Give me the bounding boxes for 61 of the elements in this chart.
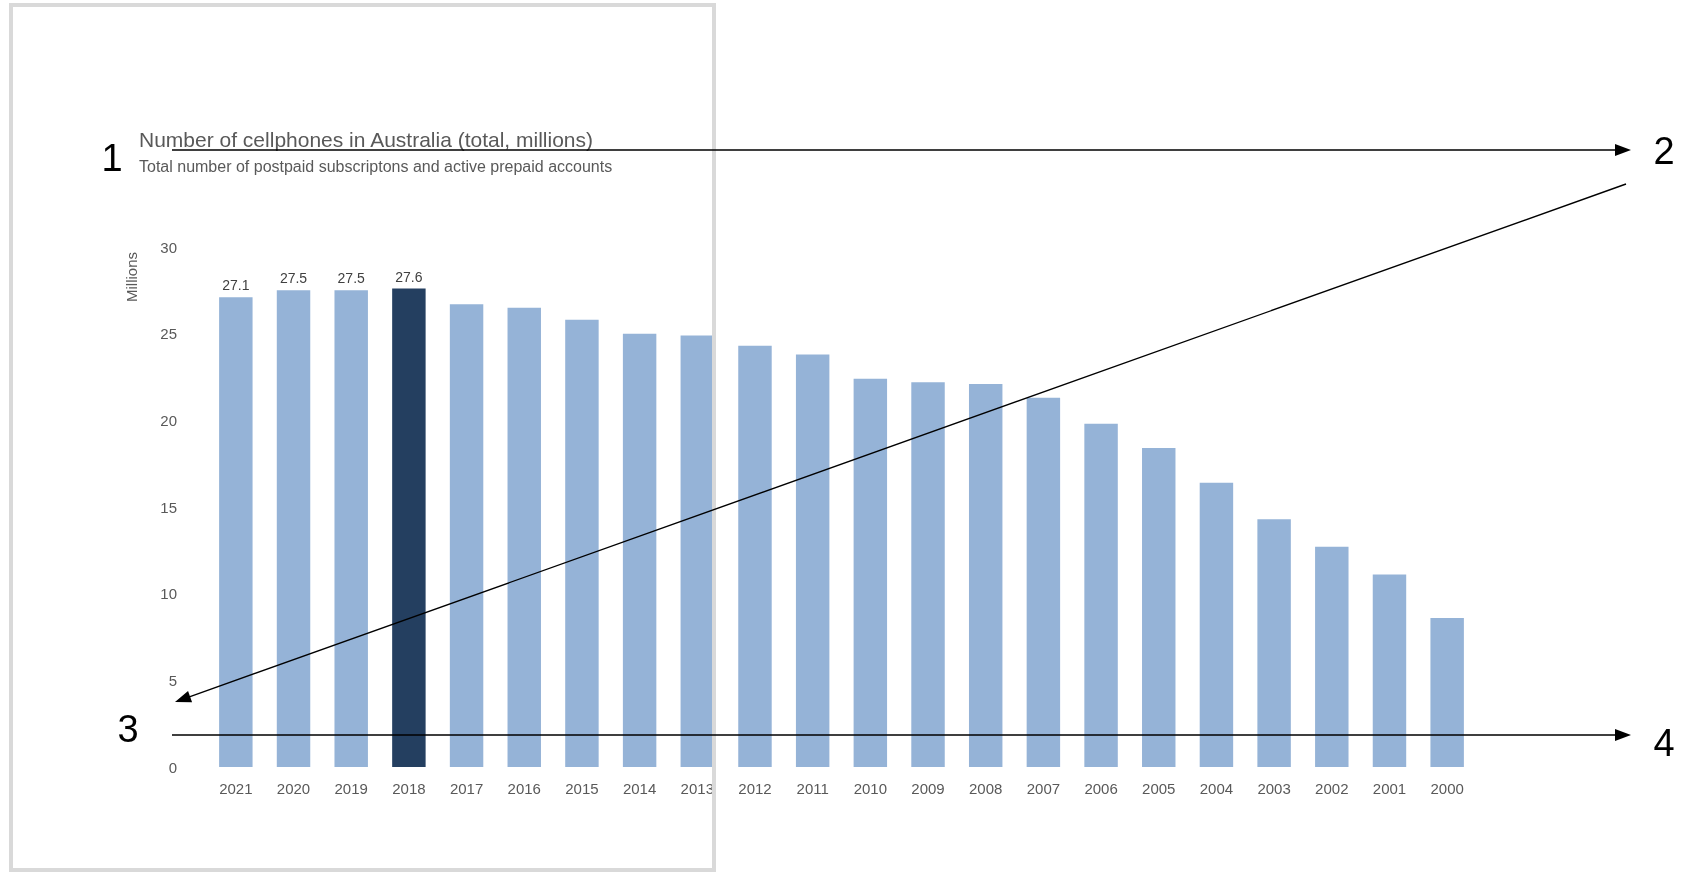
text: 4	[1653, 722, 1675, 764]
x-tick-label: 2003	[1257, 780, 1291, 797]
bar	[276, 290, 311, 767]
data-label: 27.5	[279, 270, 308, 287]
y-tick-label: 30	[160, 238, 177, 256]
x-tick-label: 2000	[1430, 780, 1464, 797]
bar	[219, 297, 253, 767]
data-label: 27.5	[337, 270, 366, 287]
bar	[392, 288, 426, 767]
x-tick-label: 2010	[853, 780, 888, 797]
data-label: 27.1	[222, 277, 250, 294]
x-tick-label: 2016	[507, 780, 541, 797]
y-tick-label: 5	[168, 671, 177, 689]
bar	[911, 382, 945, 767]
bar	[334, 290, 368, 767]
text: 1	[101, 137, 123, 179]
bar	[1026, 397, 1061, 767]
bar	[795, 354, 830, 767]
x-tick-label: 2012	[738, 780, 772, 797]
x-tick-label: 2008	[969, 780, 1003, 797]
x-tick-label: 2021	[219, 780, 253, 797]
x-tick-label: 2017	[449, 780, 484, 797]
bar	[1084, 423, 1118, 767]
x-tick-label: 2004	[1199, 780, 1234, 797]
x-tick-label: 2019	[334, 780, 368, 797]
y-axis-title: Millions	[122, 251, 140, 303]
x-tick-label: 2020	[276, 780, 311, 797]
x-tick-label: 2009	[911, 780, 945, 797]
y-tick-label: 0	[168, 758, 177, 776]
x-tick-label: 2018	[392, 780, 426, 797]
chart-title: Number of cellphones in Australia (total, millions)	[139, 128, 594, 151]
bar	[1315, 546, 1349, 767]
text: 3	[117, 708, 139, 750]
bar	[565, 319, 599, 767]
bar	[680, 335, 715, 767]
bar	[1430, 617, 1464, 767]
x-tick-label: 2007	[1026, 780, 1061, 797]
chart-subtitle: Total number of postpaid subscriptons and active prepaid accounts	[139, 157, 613, 175]
bar	[738, 345, 772, 767]
bar	[968, 383, 1003, 767]
bar	[622, 333, 657, 767]
text: 2	[1653, 130, 1675, 172]
bar	[507, 307, 541, 767]
x-tick-label: 2005	[1142, 780, 1176, 797]
x-tick-label: 2014	[622, 780, 657, 797]
x-tick-label: 2015	[565, 780, 599, 797]
x-tick-label: 2002	[1315, 780, 1349, 797]
x-tick-label: 2006	[1084, 780, 1118, 797]
y-tick-label: 15	[160, 498, 177, 516]
bar	[1372, 574, 1407, 767]
bar	[1199, 482, 1234, 767]
bar	[1257, 519, 1291, 767]
y-tick-label: 10	[160, 585, 177, 603]
x-tick-label: 2011	[796, 780, 829, 797]
y-tick-label: 25	[160, 325, 177, 343]
y-tick-label: 20	[160, 411, 177, 429]
bar	[1142, 448, 1176, 767]
bar	[449, 304, 484, 767]
x-tick-label: 2001	[1372, 780, 1407, 797]
bar	[853, 378, 888, 767]
data-label: 27.6	[395, 268, 423, 285]
